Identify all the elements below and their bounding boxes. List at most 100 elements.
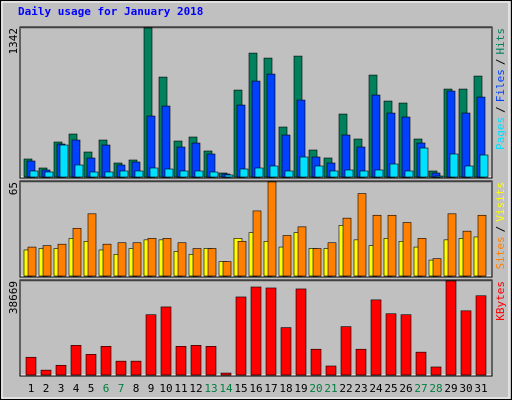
bar	[295, 288, 307, 376]
bar	[445, 280, 457, 376]
bar	[44, 171, 54, 178]
bar	[329, 170, 339, 178]
x-tick-label: 25	[384, 382, 397, 395]
bar	[404, 170, 414, 178]
bar	[462, 230, 472, 277]
bar	[269, 165, 279, 178]
bar	[149, 167, 159, 178]
x-tick-label: 10	[159, 382, 172, 395]
x-tick-label: 27	[414, 382, 427, 395]
x-tick-label: 8	[133, 382, 140, 395]
bar	[194, 170, 204, 178]
bar	[205, 346, 217, 376]
bar	[87, 213, 97, 277]
x-tick-label: 17	[264, 382, 277, 395]
bar	[359, 170, 369, 178]
bar	[266, 73, 276, 178]
x-tick-label: 15	[234, 382, 247, 395]
bar	[236, 104, 246, 178]
x-tick-label: 23	[354, 382, 367, 395]
bar	[29, 170, 39, 178]
bar	[432, 258, 442, 277]
bar	[251, 80, 261, 178]
bar	[415, 351, 427, 376]
bar	[222, 261, 232, 277]
bar	[160, 306, 172, 376]
bar	[207, 248, 217, 277]
x-tick-label: 13	[204, 382, 217, 395]
bar	[385, 313, 397, 376]
bar	[55, 364, 67, 376]
x-tick-label: 21	[324, 382, 337, 395]
bar	[224, 174, 234, 178]
bar	[42, 245, 52, 277]
bar	[72, 227, 82, 277]
bar	[254, 167, 264, 178]
legend: Pages / Files / Hits	[494, 28, 507, 150]
bar	[57, 243, 67, 277]
bar	[100, 346, 112, 376]
bar	[449, 153, 459, 178]
bar	[419, 147, 429, 178]
bar	[299, 156, 309, 178]
bar	[134, 170, 144, 178]
y-tick-label: 1342	[7, 28, 20, 55]
bar	[417, 238, 427, 277]
bar	[164, 168, 174, 178]
bar	[59, 144, 69, 178]
bar	[40, 369, 52, 376]
y-tick-label: 38669	[7, 281, 20, 314]
bar	[357, 193, 367, 277]
x-tick-label: 12	[189, 382, 202, 395]
bar	[402, 222, 412, 277]
bar	[179, 170, 189, 178]
bar	[314, 165, 324, 178]
x-tick-label: 22	[339, 382, 352, 395]
bar	[104, 171, 114, 178]
chart-title: Daily usage for January 2018	[18, 5, 203, 18]
bar	[371, 94, 381, 178]
legend-separator: /	[494, 106, 507, 113]
bar	[177, 242, 187, 277]
bar	[327, 242, 337, 277]
bar	[25, 356, 37, 376]
bar	[145, 314, 157, 376]
bar	[252, 210, 262, 277]
legend-separator: /	[494, 226, 507, 233]
bar	[282, 235, 292, 277]
x-tick-label: 6	[103, 382, 110, 395]
bar	[192, 248, 202, 277]
bar	[190, 345, 202, 376]
x-tick-label: 16	[249, 382, 262, 395]
bar	[312, 248, 322, 277]
bar	[175, 346, 187, 376]
bar	[387, 214, 397, 277]
bar	[89, 171, 99, 178]
bar	[119, 170, 129, 178]
x-tick-label: 11	[174, 382, 187, 395]
legend: KBytes	[494, 281, 507, 321]
bar	[401, 116, 411, 178]
bar	[209, 171, 219, 178]
bar	[117, 242, 127, 277]
x-tick-label: 5	[88, 382, 95, 395]
bar	[284, 170, 294, 178]
bar	[460, 310, 472, 376]
x-tick-label: 2	[43, 382, 50, 395]
bar	[374, 169, 384, 178]
bar	[85, 354, 97, 376]
legend-entry: Sites	[494, 236, 507, 269]
bar	[464, 165, 474, 178]
bar	[130, 360, 142, 376]
bar	[344, 169, 354, 178]
bar	[447, 213, 457, 277]
bar	[310, 348, 322, 376]
legend-entry: Files	[494, 69, 507, 102]
bar	[70, 345, 82, 376]
bar	[250, 286, 262, 376]
x-tick-label: 29	[444, 382, 457, 395]
bar	[389, 163, 399, 178]
